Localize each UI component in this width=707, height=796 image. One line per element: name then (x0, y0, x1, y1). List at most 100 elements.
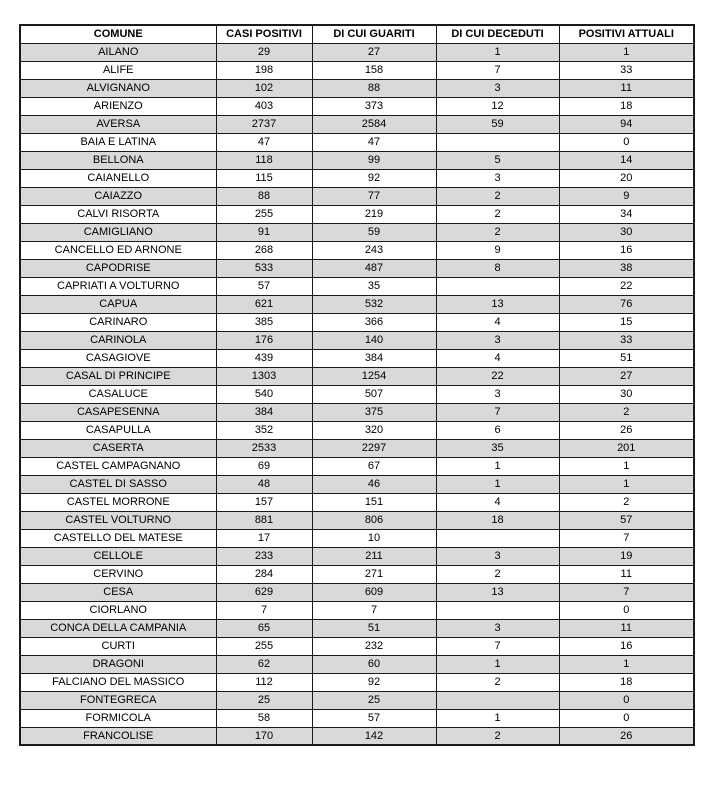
di-cui-deceduti-cell: 4 (435, 312, 560, 332)
comune-cell: CASTEL DI SASSO (19, 474, 217, 494)
di-cui-deceduti-cell: 3 (435, 618, 560, 638)
di-cui-deceduti-cell: 3 (435, 546, 560, 566)
comune-cell: CASAL DI PRINCIPE (19, 366, 217, 386)
positivi-attuali-cell: 0 (558, 708, 695, 728)
comune-cell: DRAGONI (19, 654, 217, 674)
di-cui-guariti-cell: 88 (311, 78, 437, 98)
comune-cell: CELLOLE (19, 546, 217, 566)
di-cui-deceduti-cell: 3 (435, 330, 560, 350)
comune-cell: FORMICOLA (19, 708, 217, 728)
di-cui-guariti-cell: 158 (311, 60, 437, 80)
comune-cell: CASAPESENNA (19, 402, 217, 422)
casi-positivi-cell: 170 (215, 726, 313, 746)
casi-positivi-cell: 62 (215, 654, 313, 674)
di-cui-deceduti-cell: 2 (435, 726, 560, 746)
comune-cell: ARIENZO (19, 96, 217, 116)
di-cui-deceduti-cell: 8 (435, 258, 560, 278)
comune-cell: CAPUA (19, 294, 217, 314)
positivi-attuali-cell: 7 (558, 528, 695, 548)
casi-positivi-cell: 69 (215, 456, 313, 476)
di-cui-guariti-cell: 532 (311, 294, 437, 314)
casi-positivi-cell: 7 (215, 600, 313, 620)
column-header-comune: COMUNE (19, 24, 217, 44)
positivi-attuali-cell: 76 (558, 294, 695, 314)
positivi-attuali-cell: 11 (558, 78, 695, 98)
di-cui-guariti-cell: 375 (311, 402, 437, 422)
di-cui-deceduti-cell: 2 (435, 222, 560, 242)
comune-cell: AVERSA (19, 114, 217, 134)
positivi-attuali-cell: 0 (558, 690, 695, 710)
casi-positivi-cell: 17 (215, 528, 313, 548)
di-cui-guariti-cell: 92 (311, 168, 437, 188)
di-cui-deceduti-cell: 4 (435, 492, 560, 512)
positivi-attuali-cell: 1 (558, 42, 695, 62)
covid-table-container: COMUNE CASI POSITIVI DI CUI GUARITI DI CUI … (19, 24, 695, 746)
comune-cell: BAIA E LATINA (19, 132, 217, 152)
column-header-positivi-attuali: POSITIVI ATTUALI (558, 24, 695, 44)
positivi-attuali-cell: 1 (558, 474, 695, 494)
comune-cell: CALVI RISORTA (19, 204, 217, 224)
table-row: CAPODRISE 533 487 8 38 (19, 258, 695, 278)
table-row: AILANO 29 27 1 1 (19, 42, 695, 62)
casi-positivi-cell: 621 (215, 294, 313, 314)
comune-cell: CIORLANO (19, 600, 217, 620)
table-row: CASTEL CAMPAGNANO 69 67 1 1 (19, 456, 695, 476)
positivi-attuali-cell: 20 (558, 168, 695, 188)
di-cui-guariti-cell: 507 (311, 384, 437, 404)
casi-positivi-cell: 91 (215, 222, 313, 242)
positivi-attuali-cell: 26 (558, 420, 695, 440)
positivi-attuali-cell: 16 (558, 636, 695, 656)
di-cui-deceduti-cell: 2 (435, 672, 560, 692)
di-cui-deceduti-cell: 9 (435, 240, 560, 260)
di-cui-guariti-cell: 60 (311, 654, 437, 674)
di-cui-guariti-cell: 384 (311, 348, 437, 368)
positivi-attuali-cell: 201 (558, 438, 695, 458)
comune-cell: CASALUCE (19, 384, 217, 404)
table-row: CASAGIOVE 439 384 4 51 (19, 348, 695, 368)
comune-cell: CAIAZZO (19, 186, 217, 206)
casi-positivi-cell: 385 (215, 312, 313, 332)
positivi-attuali-cell: 30 (558, 384, 695, 404)
di-cui-guariti-cell: 366 (311, 312, 437, 332)
table-row: CASAL DI PRINCIPE 1303 1254 22 27 (19, 366, 695, 386)
di-cui-guariti-cell: 271 (311, 564, 437, 584)
casi-positivi-cell: 48 (215, 474, 313, 494)
positivi-attuali-cell: 22 (558, 276, 695, 296)
comune-cell: CASAGIOVE (19, 348, 217, 368)
table-row: CASTEL DI SASSO 48 46 1 1 (19, 474, 695, 494)
di-cui-guariti-cell: 77 (311, 186, 437, 206)
casi-positivi-cell: 2533 (215, 438, 313, 458)
table-row: CALVI RISORTA 255 219 2 34 (19, 204, 695, 224)
di-cui-deceduti-cell: 2 (435, 564, 560, 584)
positivi-attuali-cell: 1 (558, 456, 695, 476)
table-row: CIORLANO 7 7 0 (19, 600, 695, 620)
di-cui-deceduti-cell (435, 600, 560, 620)
di-cui-deceduti-cell: 22 (435, 366, 560, 386)
di-cui-deceduti-cell: 1 (435, 456, 560, 476)
di-cui-guariti-cell: 142 (311, 726, 437, 746)
positivi-attuali-cell: 15 (558, 312, 695, 332)
di-cui-guariti-cell: 27 (311, 42, 437, 62)
casi-positivi-cell: 403 (215, 96, 313, 116)
table-row: CARINOLA 176 140 3 33 (19, 330, 695, 350)
table-row: AVERSA 2737 2584 59 94 (19, 114, 695, 134)
di-cui-guariti-cell: 1254 (311, 366, 437, 386)
comune-cell: CASERTA (19, 438, 217, 458)
di-cui-deceduti-cell: 18 (435, 510, 560, 530)
table-row: CURTI 255 232 7 16 (19, 636, 695, 656)
di-cui-guariti-cell: 25 (311, 690, 437, 710)
di-cui-guariti-cell: 59 (311, 222, 437, 242)
di-cui-deceduti-cell: 3 (435, 384, 560, 404)
casi-positivi-cell: 268 (215, 240, 313, 260)
di-cui-guariti-cell: 487 (311, 258, 437, 278)
di-cui-guariti-cell: 232 (311, 636, 437, 656)
table-row: CAPRIATI A VOLTURNO 57 35 22 (19, 276, 695, 296)
di-cui-deceduti-cell: 1 (435, 654, 560, 674)
comune-cell: CASTEL VOLTURNO (19, 510, 217, 530)
di-cui-deceduti-cell: 5 (435, 150, 560, 170)
casi-positivi-cell: 57 (215, 276, 313, 296)
table-row: CONCA DELLA CAMPANIA 65 51 3 11 (19, 618, 695, 638)
di-cui-guariti-cell: 51 (311, 618, 437, 638)
table-row: CESA 629 609 13 7 (19, 582, 695, 602)
positivi-attuali-cell: 1 (558, 654, 695, 674)
